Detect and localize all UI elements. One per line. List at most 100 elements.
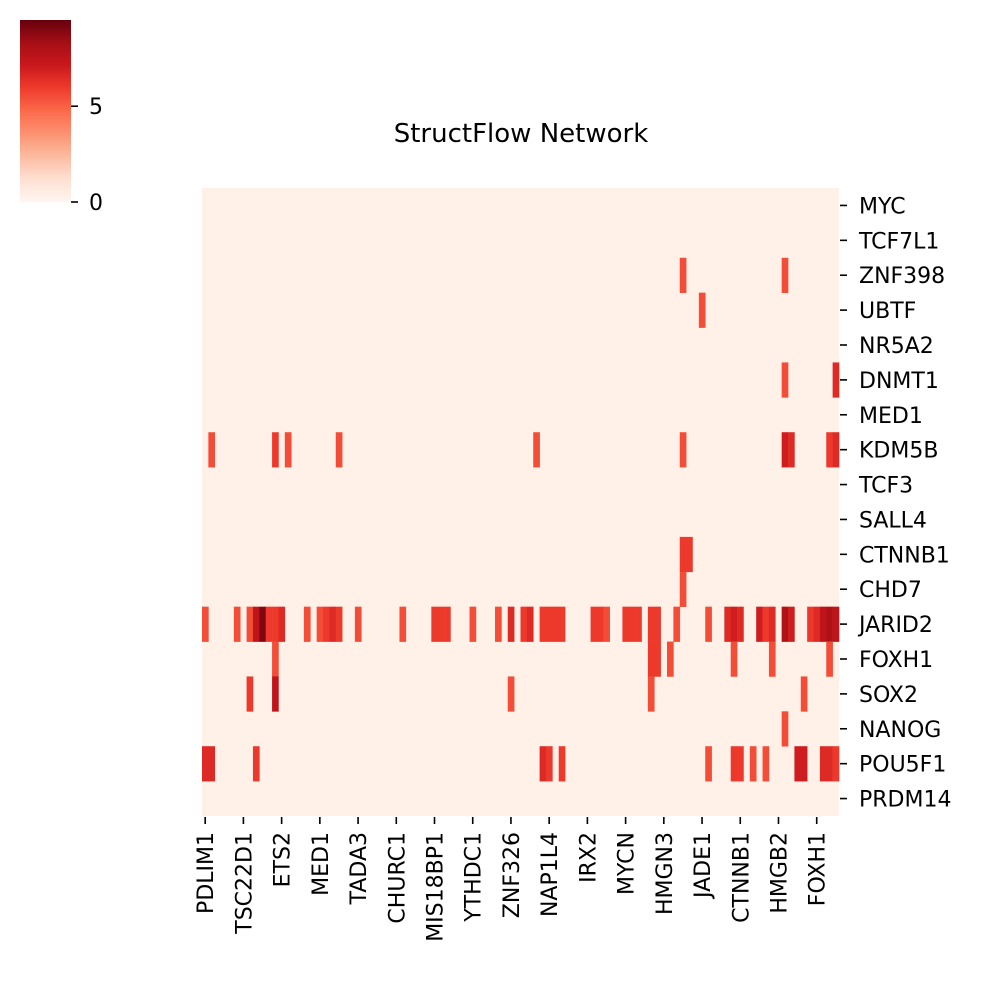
heatmap-cell <box>647 641 655 677</box>
heatmap-cell <box>316 606 324 642</box>
heatmap-cell <box>826 641 833 677</box>
row-label: UBTF <box>859 299 916 324</box>
column-label: ETS2 <box>271 832 296 887</box>
heatmap-cell <box>533 432 540 468</box>
column-label: MYCN <box>615 832 640 895</box>
heatmap-cell <box>813 606 821 642</box>
heatmap-cell <box>826 746 833 782</box>
heatmap-cell <box>272 606 279 642</box>
heatmap-cell <box>679 536 687 573</box>
row-label: MED1 <box>859 404 923 429</box>
row-axis: MYC TCF7L1 ZNF398 UBTF NR5A2 DNMT1 MED1 KDM5B TC… <box>840 194 951 813</box>
heatmap-cell <box>272 432 279 468</box>
heatmap-cell <box>781 711 789 747</box>
column-label: ZNF326 <box>500 832 525 918</box>
column-label: HMGB2 <box>767 832 792 914</box>
heatmap-cell <box>756 606 763 642</box>
column-axis: PDLIM1 TSC22D1 ETS2 MED1 TADA3 CHURC1 MIS18BP1… <box>194 817 831 942</box>
heatmap-cell <box>259 606 266 642</box>
heatmap-cell <box>246 676 254 712</box>
row-label: NANOG <box>859 718 941 743</box>
heatmap-cells <box>202 257 840 782</box>
heatmap-cell <box>826 606 833 642</box>
heatmap-cell <box>686 536 693 573</box>
heatmap-cell <box>596 606 604 642</box>
heatmap-cell <box>329 606 337 642</box>
heatmap-cell <box>781 606 789 642</box>
heatmap-cell <box>768 641 776 677</box>
heatmap-cell <box>667 641 674 677</box>
heatmap-cell <box>730 641 738 677</box>
colorbar-ticks: 05 <box>71 95 103 216</box>
heatmap-cell <box>724 606 732 642</box>
heatmap-cell <box>781 362 789 398</box>
heatmap-cell <box>705 606 712 642</box>
heatmap-cell <box>545 746 553 782</box>
heatmap-cell <box>469 606 477 642</box>
heatmap-cell <box>768 606 776 642</box>
heatmap-cell <box>208 746 216 782</box>
heatmap-cell <box>558 606 566 642</box>
heatmap-cell <box>233 606 241 642</box>
column-label: PDLIM1 <box>194 832 219 914</box>
heatmap-cell <box>788 432 795 468</box>
heatmap-cell <box>832 746 840 782</box>
row-label: PRDM14 <box>859 788 951 813</box>
row-label: TCF3 <box>858 474 913 499</box>
heatmap-cell <box>749 746 757 782</box>
heatmap-cell <box>826 432 833 468</box>
heatmap-cell <box>272 641 279 677</box>
heatmap-cell <box>552 606 560 642</box>
heatmap-cell <box>278 606 286 642</box>
heatmap-cell <box>679 432 687 468</box>
row-label: KDM5B <box>859 439 938 464</box>
colorbar: 05 <box>20 20 103 216</box>
row-label: CTNNB1 <box>859 543 950 568</box>
heatmap-cell <box>539 746 547 782</box>
heatmap-cell <box>807 606 814 642</box>
heatmap-cell <box>800 746 808 782</box>
heatmap-cell <box>819 746 827 782</box>
heatmap-cell <box>737 746 744 782</box>
heatmap-cell <box>679 571 687 607</box>
heatmap-area <box>202 188 840 816</box>
heatmap-cell <box>622 606 630 642</box>
row-label: SOX2 <box>859 683 918 708</box>
heatmap-cell <box>698 292 706 328</box>
heatmap-cell <box>794 746 802 782</box>
heatmap-background <box>202 188 839 816</box>
heatmap-cell <box>272 676 279 712</box>
heatmap-cell <box>832 432 840 468</box>
column-label: NAP1L4 <box>538 832 563 917</box>
column-label: CHURC1 <box>385 832 410 924</box>
heatmap-cell <box>762 606 770 642</box>
heatmap-cell <box>507 676 515 712</box>
colorbar-gradient <box>20 20 71 202</box>
heatmap-cell <box>507 606 515 642</box>
column-label: TSC22D1 <box>232 832 257 935</box>
heatmap-cell <box>730 746 738 782</box>
heatmap-cell <box>303 606 311 642</box>
heatmap-cell <box>673 606 681 642</box>
heatmap-cell <box>431 606 438 642</box>
heatmap-cell <box>252 606 260 642</box>
heatmap-cell <box>647 606 655 642</box>
row-label: JARID2 <box>857 613 933 638</box>
heatmap-cell <box>539 606 547 642</box>
heatmap-cell <box>832 362 840 398</box>
heatmap-cell <box>399 606 407 642</box>
heatmap-cell <box>437 606 445 642</box>
column-label: TADA3 <box>347 832 372 905</box>
heatmap-cell <box>788 606 795 642</box>
heatmap-cell <box>558 746 566 782</box>
heatmap-cell <box>647 676 655 712</box>
column-label: MED1 <box>309 832 334 896</box>
column-label: MIS18BP1 <box>424 832 449 942</box>
heatmap-cell <box>284 432 292 468</box>
heatmap-cell <box>654 641 661 677</box>
heatmap-cell <box>520 606 528 642</box>
heatmap-cell <box>208 432 216 468</box>
heatmap-cell <box>545 606 553 642</box>
colorbar-tick-label: 5 <box>89 95 103 120</box>
